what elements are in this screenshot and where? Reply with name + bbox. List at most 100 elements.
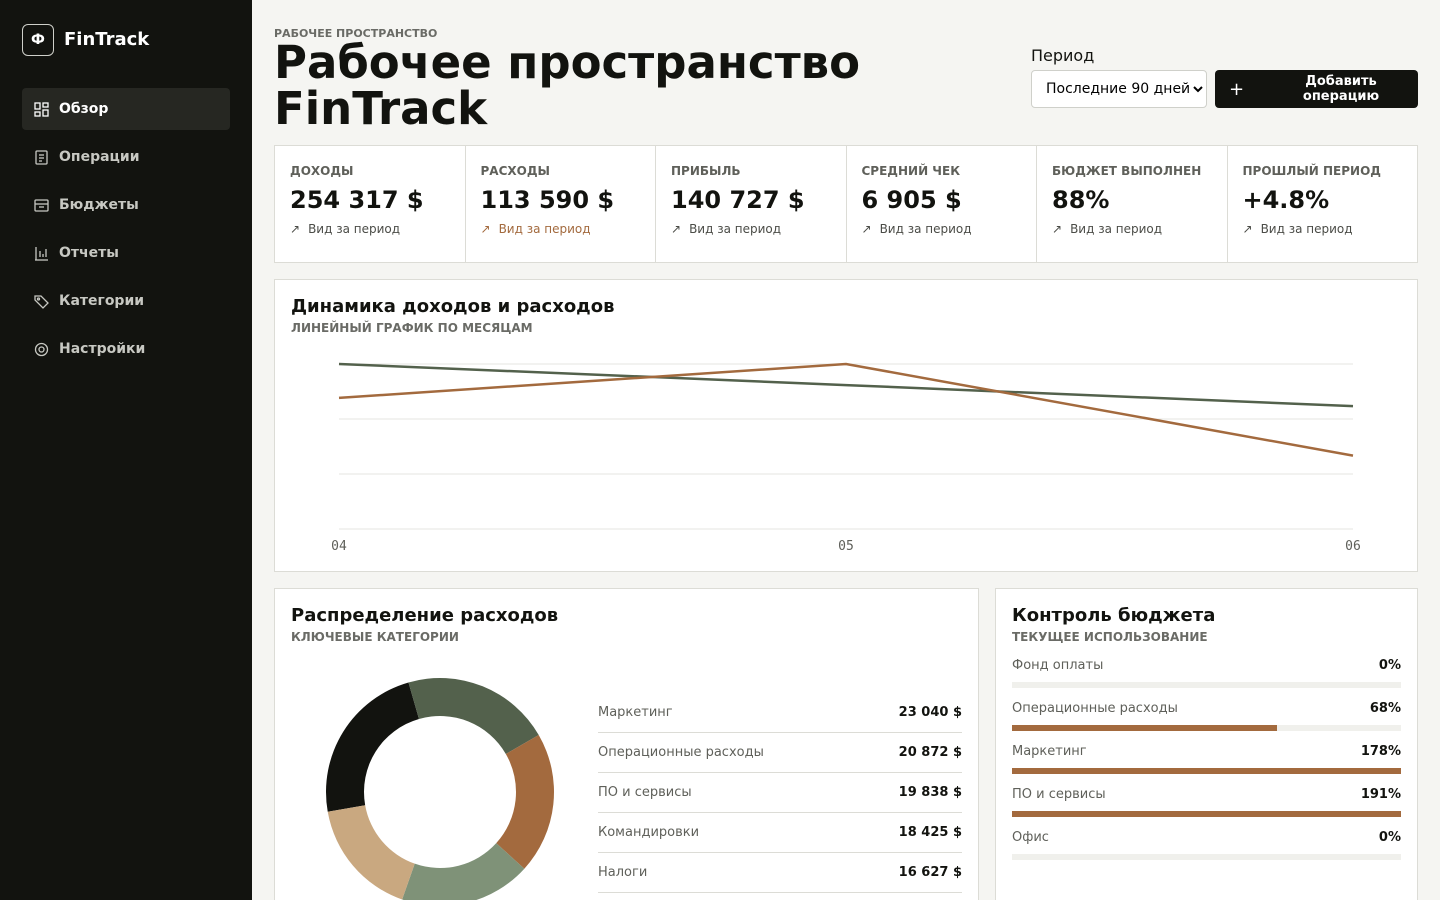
budget-bar — [1012, 811, 1401, 817]
kpi-value: 140 727 $ — [671, 186, 805, 214]
arrow-icon: ↗ — [671, 222, 682, 236]
nav-icon — [34, 342, 49, 356]
line-card: 04 05 06 Динамика доходов и расходов ЛИНЕЙ… — [274, 279, 1418, 572]
kpi-card: РАСХОДЫ 113 590 $ ↗ Вид за период — [466, 146, 656, 262]
kpi-note: ↗ Вид за период — [1243, 222, 1418, 236]
budget-value: 178% — [1360, 744, 1401, 759]
budget-value: 0% — [1378, 658, 1401, 673]
nav-item[interactable]: Бюджеты — [22, 184, 230, 226]
x-tick-label: 04 — [331, 539, 347, 554]
plus-icon: + — [1229, 78, 1245, 100]
nav-item[interactable]: Отчеты — [22, 232, 230, 274]
legend-name: ПО и сервисы — [598, 785, 692, 800]
kpi-value: 88% — [1052, 186, 1110, 214]
line-series — [338, 362, 1354, 457]
donut-segment — [326, 682, 419, 812]
kpi-value: 6 905 $ — [861, 186, 962, 214]
legend: Маркетинг 23 040 $ Операционные расходы 20 … — [598, 693, 962, 893]
legend-name: Операционные расходы — [598, 745, 764, 760]
budget-value: 0% — [1378, 830, 1401, 845]
budget-row: Маркетинг 178% — [1012, 744, 1401, 774]
arrow-icon: ↗ — [861, 222, 872, 236]
budget-row: Фонд оплаты 0% — [1012, 658, 1401, 688]
kpi-card: ПРОШЛЫЙ ПЕРИОД +4.8% ↗ Вид за период — [1228, 146, 1418, 262]
legend-value: 19 838 $ — [898, 785, 962, 800]
budget-bar — [1012, 768, 1401, 774]
legend-row: Командировки 18 425 $ — [598, 813, 962, 853]
budget-row: Операционные расходы 68% — [1012, 701, 1401, 731]
nav-icon — [34, 198, 49, 212]
kpi-card: СРЕДНИЙ ЧЕК 6 905 $ ↗ Вид за период — [847, 146, 1037, 262]
x-tick-label: 06 — [1345, 539, 1361, 554]
donut-chart — [326, 678, 554, 900]
nav-label: Обзор — [59, 101, 109, 117]
budget-card: Контроль бюджета ТЕКУЩЕЕ ИСПОЛЬЗОВАНИЕ Ф… — [995, 588, 1418, 900]
budget-head: Фонд оплаты 0% — [1012, 658, 1401, 673]
budget-title: Контроль бюджета — [1012, 605, 1216, 626]
budget-value: 68% — [1369, 701, 1401, 716]
kpi-card: ПРИБЫЛЬ 140 727 $ ↗ Вид за период — [656, 146, 847, 262]
legend-row: Маркетинг 23 040 $ — [598, 693, 962, 733]
kpi-note-text: Вид за период — [1070, 222, 1163, 236]
page-title: Рабочее пространство FinTrack — [274, 36, 861, 135]
period-label: Период — [1031, 46, 1095, 65]
kpi-card: ДОХОДЫ 254 317 $ ↗ Вид за период — [275, 146, 466, 262]
kpi-label: ПРИБЫЛЬ — [671, 164, 741, 178]
legend-value: 20 872 $ — [898, 745, 962, 760]
nav-icon — [34, 294, 49, 309]
kpi-note: ↗ Вид за период — [671, 222, 846, 236]
budget-name: ПО и сервисы — [1012, 787, 1106, 802]
kpi-value: 113 590 $ — [480, 186, 615, 214]
nav-item[interactable]: Операции — [22, 136, 230, 178]
kpi-note: ↗ Вид за период — [1052, 222, 1227, 236]
add-button[interactable]: + Добавить операцию — [1215, 70, 1418, 108]
nav-item[interactable]: Обзор — [22, 88, 230, 130]
kpi-note-text: Вид за период — [498, 222, 591, 236]
legend-row: Налоги 16 627 $ — [598, 853, 962, 893]
budget-track — [1012, 854, 1401, 860]
kpi-row: ДОХОДЫ 254 317 $ ↗ Вид за период РАСХОДЫ 113 … — [274, 145, 1418, 263]
budget-head: ПО и сервисы 191% — [1012, 787, 1401, 802]
budget-row: Офис 0% — [1012, 830, 1401, 860]
chart-subtitle: КЛЮЧЕВЫЕ КАТЕГОРИИ — [291, 630, 459, 644]
budget-name: Фонд оплаты — [1012, 658, 1104, 673]
legend-name: Маркетинг — [598, 705, 673, 720]
kpi-label: БЮДЖЕТ ВЫПОЛНЕН — [1052, 164, 1202, 178]
sidebar: Ф FinTrack Обзор Операции Бюджеты Отчеты Кат… — [0, 0, 252, 900]
budget-head: Операционные расходы 68% — [1012, 701, 1401, 716]
budget-row: ПО и сервисы 191% — [1012, 787, 1401, 817]
budget-name: Офис — [1012, 830, 1049, 845]
period-select[interactable]: Последние 90 дней — [1031, 70, 1207, 108]
nav-item[interactable]: Настройки — [22, 328, 230, 370]
line-series — [338, 362, 1354, 408]
budget-subtitle: ТЕКУЩЕЕ ИСПОЛЬЗОВАНИЕ — [1012, 630, 1208, 644]
kpi-note-text: Вид за период — [1260, 222, 1353, 236]
kpi-note: ↗ Вид за период — [481, 222, 656, 236]
kpi-note-text: Вид за период — [879, 222, 972, 236]
arrow-icon: ↗ — [290, 222, 301, 236]
line-chart: 04 05 06 — [331, 362, 1361, 554]
kpi-card: БЮДЖЕТ ВЫПОЛНЕН 88% ↗ Вид за период — [1037, 146, 1228, 262]
nav-item[interactable]: Категории — [22, 280, 230, 322]
budget-value: 191% — [1360, 787, 1401, 802]
donut-segment — [408, 678, 539, 754]
arrow-icon: ↗ — [480, 222, 491, 236]
nav-label: Отчеты — [59, 245, 119, 261]
kpi-note-text: Вид за период — [689, 222, 782, 236]
kpi-value: 254 317 $ — [290, 186, 424, 214]
budget-head: Офис 0% — [1012, 830, 1401, 845]
budget-track — [1012, 811, 1401, 817]
eyebrow: РАБОЧЕЕ ПРОСТРАНСТВО — [274, 27, 438, 40]
budget-track — [1012, 725, 1401, 731]
budget-name: Операционные расходы — [1012, 701, 1178, 716]
donut-segment — [327, 805, 415, 900]
arrow-icon: ↗ — [1242, 222, 1253, 236]
donut-segment — [496, 735, 554, 869]
donut-card: Распределение расходов КЛЮЧЕВЫЕ КАТЕГОРИ… — [274, 588, 979, 900]
kpi-note: ↗ Вид за период — [862, 222, 1037, 236]
budget-head: Маркетинг 178% — [1012, 744, 1401, 759]
legend-row: ПО и сервисы 19 838 $ — [598, 773, 962, 813]
nav-label: Операции — [59, 149, 140, 165]
budget-name: Маркетинг — [1012, 744, 1087, 759]
kpi-label: СРЕДНИЙ ЧЕК — [861, 164, 961, 178]
